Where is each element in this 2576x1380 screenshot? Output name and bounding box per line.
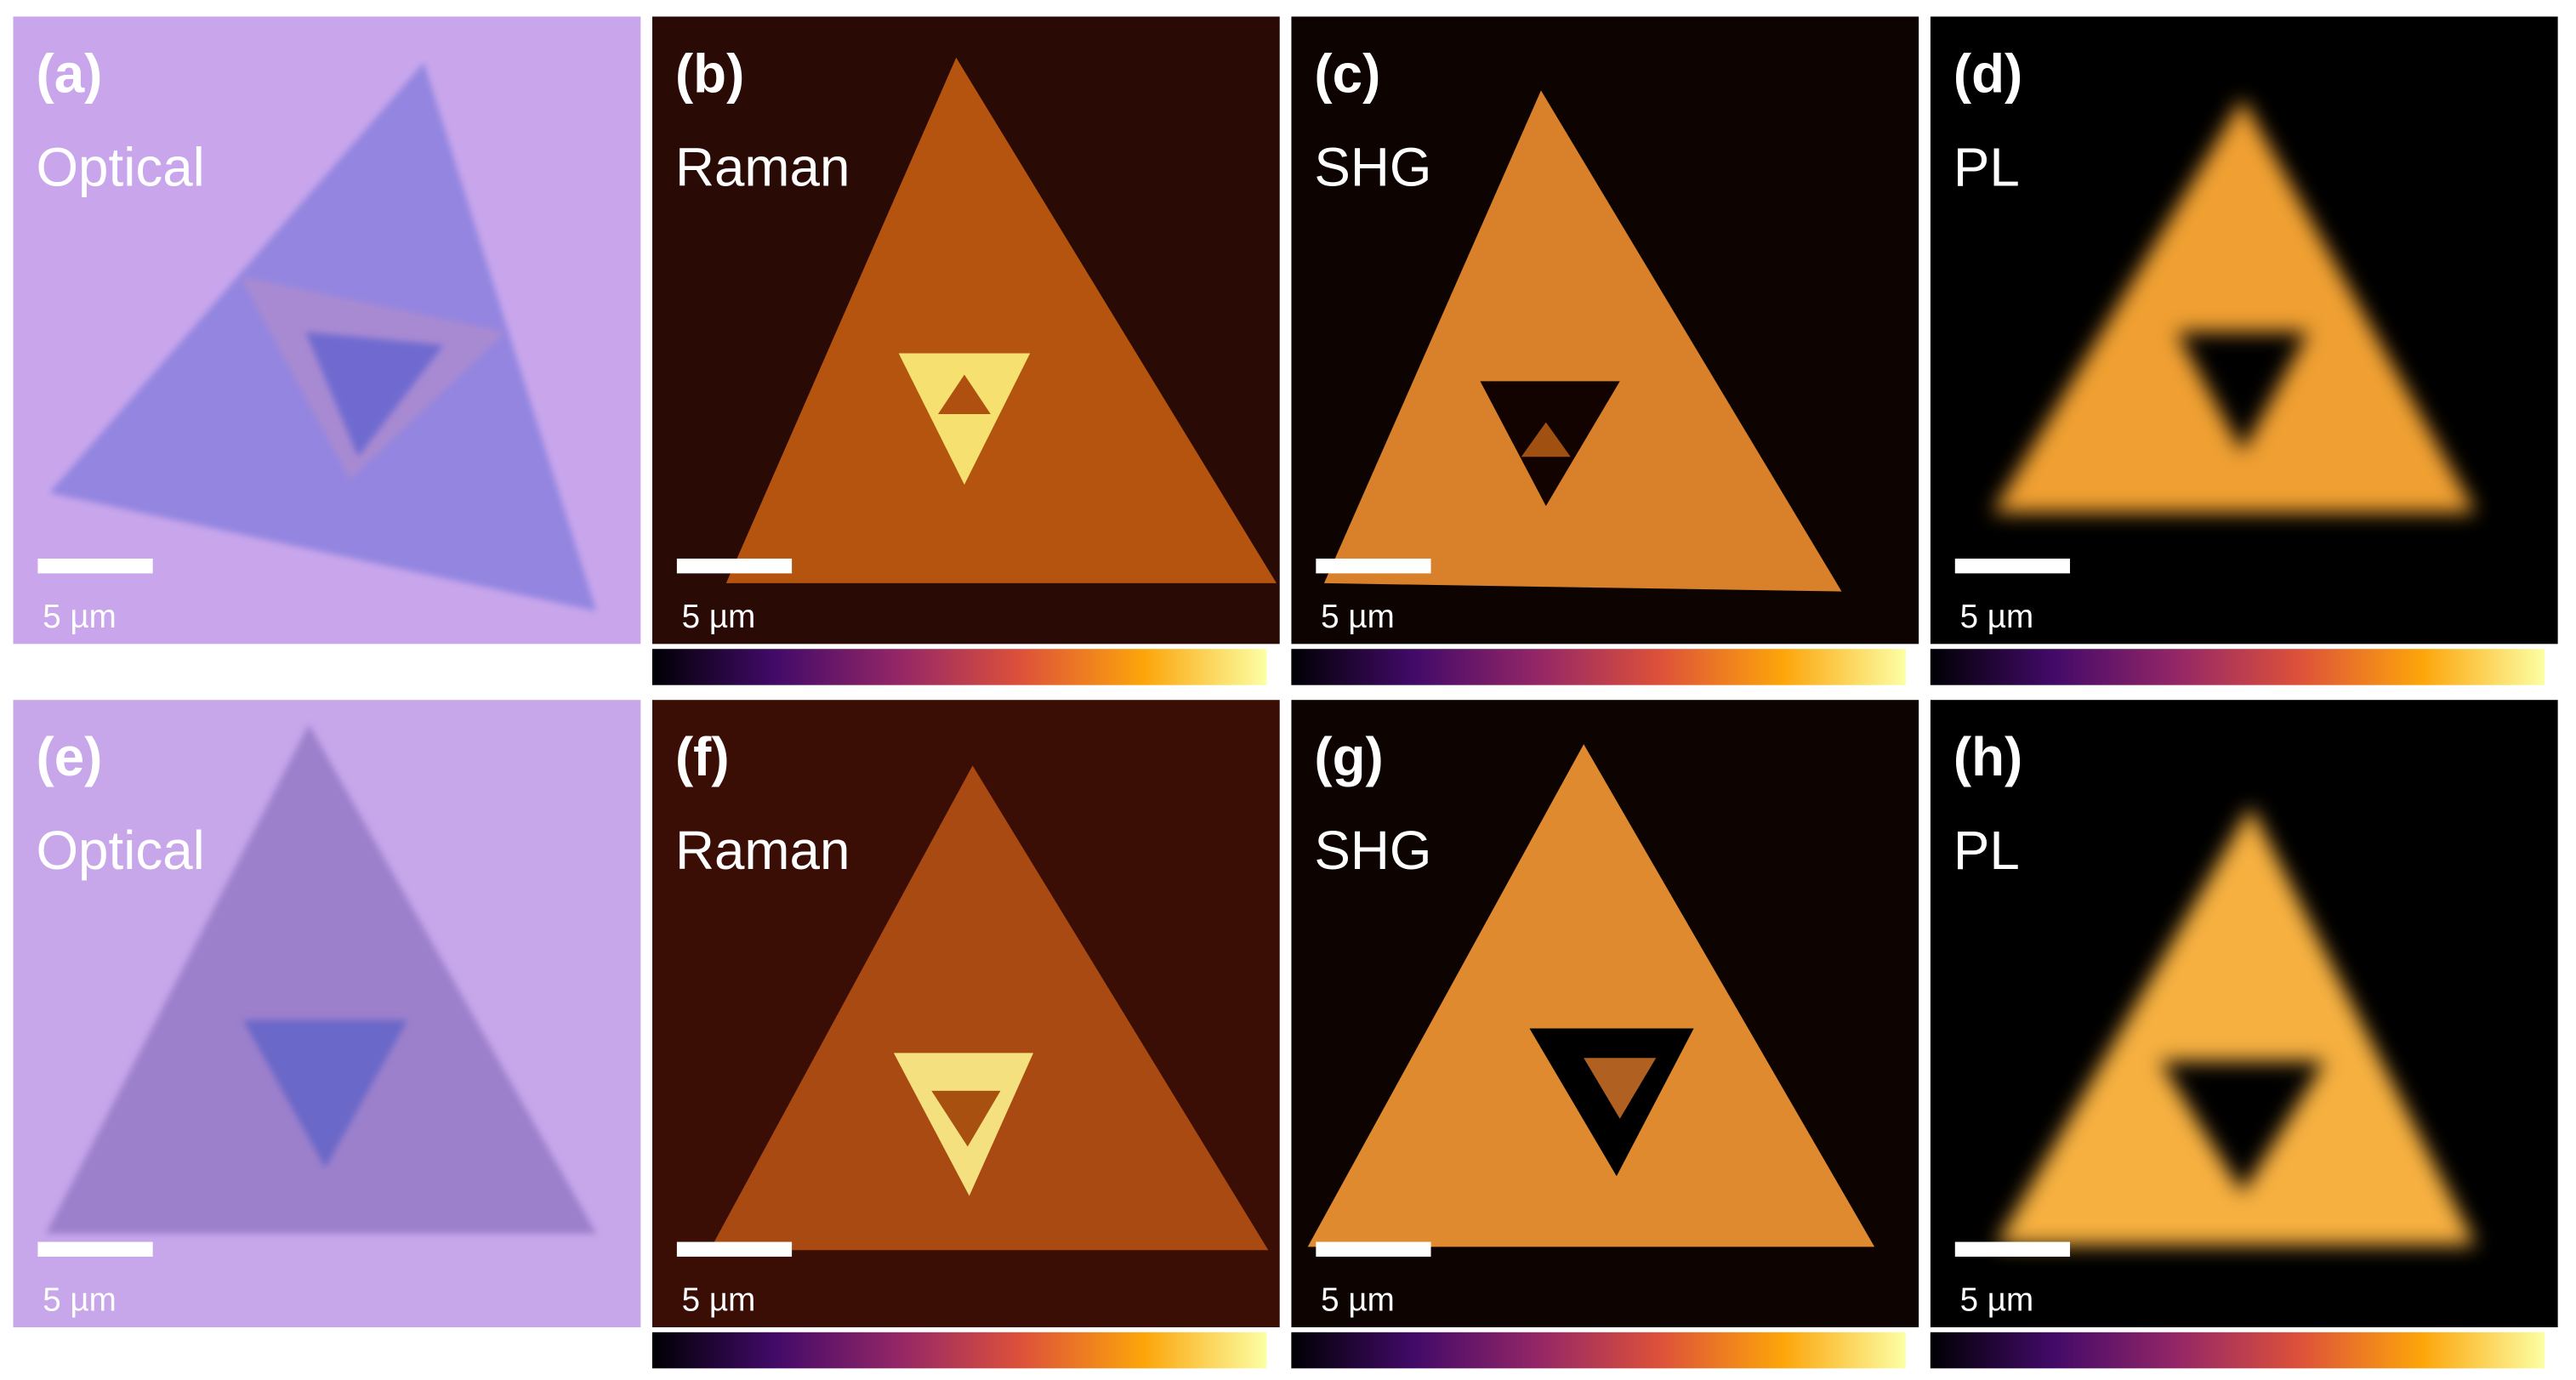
panel-mode: Optical [36, 820, 204, 881]
scale-bar [37, 558, 153, 574]
panel-image [1930, 700, 2558, 1328]
flake-region [1993, 99, 2476, 513]
flake-region [305, 332, 444, 457]
panel-label: (g) [1314, 726, 1383, 787]
flake-region [1521, 422, 1571, 457]
panel-mode: SHG [1314, 820, 1431, 881]
panel: (h) PL 5 µm [1930, 700, 2558, 1369]
panel-mode: Optical [36, 136, 204, 197]
colorbar [1291, 649, 1906, 685]
scale-bar [676, 1241, 793, 1257]
flake-region [2160, 1061, 2325, 1193]
scale-bar-label: 5 µm [1960, 1282, 2034, 1319]
panel: (f) Raman 5 µm [651, 700, 1280, 1369]
scale-bar-label: 5 µm [682, 599, 756, 635]
flake-region [1996, 806, 2476, 1246]
flake-region [898, 353, 1031, 486]
panel: (b) Raman 5 µm [651, 16, 1280, 685]
colorbar [1930, 649, 2545, 685]
panel: (e) Optical 5 µm [13, 700, 641, 1328]
panel-label: (h) [1953, 726, 2022, 787]
scale-bar [1954, 558, 2071, 574]
panel-image [651, 700, 1280, 1328]
scale-bar [1316, 1241, 1431, 1257]
panel-image [651, 16, 1280, 645]
scale-bar [37, 1241, 153, 1257]
panel: (g) SHG 5 µm [1291, 700, 1919, 1369]
flake-region [931, 1090, 1001, 1147]
colorbar [651, 649, 1267, 685]
flake-region [1584, 1058, 1657, 1119]
panel-label: (b) [675, 43, 744, 104]
panel-label: (a) [36, 43, 102, 104]
colorbar [1291, 1332, 1906, 1369]
panel-label: (e) [36, 726, 102, 787]
scale-bar-label: 5 µm [682, 1282, 756, 1319]
panel-mode: PL [1953, 136, 2020, 197]
scale-bar-label: 5 µm [43, 1282, 117, 1319]
panel-image [13, 16, 641, 645]
colorbar [1930, 1332, 2545, 1369]
panel-mode: PL [1953, 820, 2020, 881]
panel-image [13, 700, 641, 1328]
flake-region [46, 724, 597, 1234]
panel-mode: Raman [675, 820, 850, 881]
panel-image [1291, 700, 1919, 1328]
flake-region [725, 57, 1277, 583]
flake-region [1323, 90, 1842, 592]
panel-mode: Raman [675, 136, 850, 197]
flake-region [709, 765, 1269, 1251]
scale-bar-label: 5 µm [43, 599, 117, 635]
panel-image [1930, 16, 2558, 645]
panel-label: (f) [675, 726, 730, 787]
panel-label: (c) [1314, 43, 1380, 104]
panel: (c) SHG 5 µm [1291, 16, 1919, 685]
panel-image [1291, 16, 1919, 645]
flake-region [1307, 744, 1875, 1247]
scale-bar-label: 5 µm [1321, 599, 1395, 635]
panel: (d) PL 5 µm [1930, 16, 2558, 685]
panel-mode: SHG [1314, 136, 1431, 197]
flake-region [242, 1019, 408, 1168]
scale-bar-label: 5 µm [1960, 599, 2034, 635]
scale-bar [1954, 1241, 2071, 1257]
scale-bar-label: 5 µm [1321, 1282, 1395, 1319]
scale-bar [676, 558, 793, 574]
panel-label: (d) [1953, 43, 2022, 104]
panel: (a) Optical 5 µm [13, 16, 641, 645]
flake-region [2176, 332, 2309, 452]
flake-region [938, 374, 991, 414]
scale-bar [1316, 558, 1431, 574]
colorbar [651, 1332, 1267, 1369]
